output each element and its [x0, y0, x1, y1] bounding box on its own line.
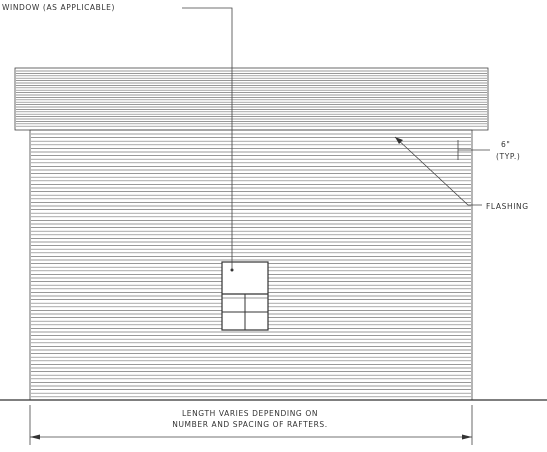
overhang-label: 6": [501, 140, 510, 149]
window-label: WINDOW (AS APPLICABLE): [2, 3, 115, 12]
dimension-arrow: [30, 434, 40, 440]
typical-label: (TYP.): [496, 152, 520, 161]
siding: [16, 70, 487, 398]
length-note: NUMBER AND SPACING OF RAFTERS.: [172, 420, 328, 429]
length-note: LENGTH VARIES DEPENDING ON: [182, 409, 318, 418]
flashing-label: FLASHING: [486, 202, 529, 211]
flashing-arrow: [395, 137, 403, 144]
dimension-arrow: [462, 434, 472, 440]
flashing-leader: [394, 136, 482, 206]
window-leader: [182, 7, 233, 270]
roof-fascia: [14, 67, 489, 131]
window: [221, 261, 269, 331]
